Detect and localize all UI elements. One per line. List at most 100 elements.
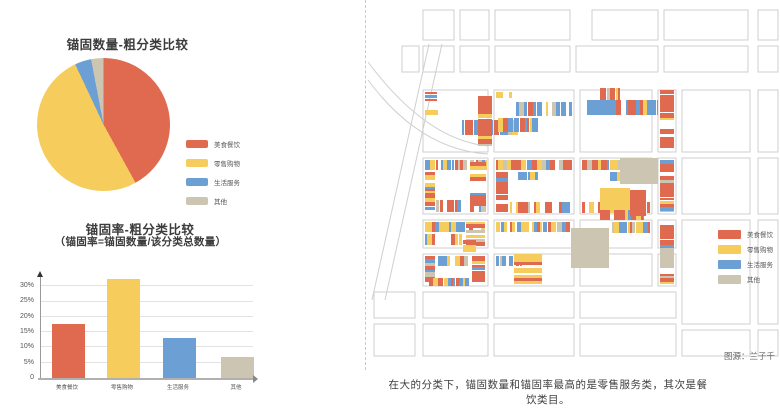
city-block bbox=[401, 45, 420, 73]
shop-strip bbox=[496, 178, 508, 182]
shop-strip bbox=[653, 100, 656, 115]
shop-strip bbox=[519, 102, 524, 116]
shop-strip bbox=[425, 259, 435, 263]
shop-strip bbox=[547, 202, 552, 213]
shop-strip bbox=[496, 182, 508, 185]
shop-strip bbox=[527, 160, 532, 170]
shop-strip bbox=[518, 172, 520, 180]
city-block bbox=[494, 45, 571, 73]
shop-strip bbox=[601, 160, 603, 170]
shop-strip bbox=[521, 160, 526, 170]
legend-swatch bbox=[718, 259, 741, 269]
shop-strip bbox=[660, 109, 674, 112]
legend-item: 其他 bbox=[718, 274, 773, 284]
curved-road bbox=[384, 43, 443, 301]
shop-strip bbox=[628, 100, 632, 115]
x-axis-tick-label: 零售购物 bbox=[110, 385, 133, 391]
shop-strip bbox=[552, 102, 556, 116]
shop-strip bbox=[607, 160, 609, 170]
x-axis-tick-label: 美食餐饮 bbox=[55, 385, 78, 391]
shop-strip bbox=[550, 160, 555, 170]
shop-strip bbox=[447, 256, 450, 266]
shop-strip bbox=[660, 198, 674, 200]
shop-strip bbox=[472, 267, 485, 270]
shop-strip bbox=[478, 134, 492, 136]
shop-strip bbox=[503, 118, 508, 132]
shop-strip bbox=[660, 169, 674, 172]
shop-strip bbox=[425, 202, 435, 206]
city-block bbox=[493, 323, 575, 357]
legend-item: 美食餐饮 bbox=[718, 229, 773, 239]
shop-strip bbox=[445, 222, 449, 232]
shop-strip bbox=[496, 208, 508, 212]
shop-strip bbox=[587, 100, 592, 115]
city-block bbox=[591, 9, 659, 41]
shop-strip bbox=[501, 222, 504, 232]
shop-strip bbox=[614, 222, 619, 233]
shop-strip bbox=[514, 268, 542, 273]
shop-strip bbox=[425, 270, 435, 272]
shop-strip bbox=[660, 160, 674, 164]
shop-strip bbox=[425, 183, 435, 187]
shop-strip bbox=[467, 120, 471, 135]
shop-strip bbox=[498, 118, 503, 132]
shop-strip bbox=[564, 102, 566, 116]
shop-strip bbox=[660, 118, 674, 120]
x-axis-arrow-icon bbox=[253, 375, 258, 383]
shop-strip bbox=[582, 202, 585, 213]
shop-strip bbox=[472, 281, 485, 282]
shop-strip bbox=[478, 139, 492, 144]
city-block bbox=[757, 157, 779, 215]
legend-swatch bbox=[186, 140, 208, 148]
shop-strip bbox=[478, 124, 492, 129]
shop-strip bbox=[425, 99, 437, 101]
shop-strip bbox=[438, 256, 443, 266]
gridline bbox=[41, 300, 253, 302]
city-block bbox=[681, 157, 751, 215]
legend-label: 美食餐饮 bbox=[214, 142, 240, 149]
map-attribution: 图源：兰子千 bbox=[723, 351, 775, 361]
legend-item: 零售购物 bbox=[718, 244, 773, 254]
shop-strip bbox=[625, 210, 628, 220]
shop-strip bbox=[585, 160, 587, 170]
shop-strip bbox=[617, 172, 622, 181]
city-block bbox=[422, 9, 455, 41]
shop-anchor-map bbox=[365, 0, 780, 370]
shop-strip bbox=[556, 102, 560, 116]
shop-strip bbox=[496, 204, 508, 208]
shop-strip bbox=[660, 245, 674, 248]
x-axis-tick-label: 生活服务 bbox=[166, 385, 189, 391]
shop-strip bbox=[436, 160, 438, 170]
shop-strip bbox=[543, 222, 547, 232]
shop-strip bbox=[438, 278, 443, 286]
shop-strip bbox=[636, 222, 639, 233]
shop-strip bbox=[504, 222, 507, 232]
shop-strip bbox=[425, 95, 437, 98]
shop-strip bbox=[559, 222, 562, 232]
shop-strip bbox=[557, 222, 559, 232]
shop-strip bbox=[451, 234, 453, 245]
shop-strip bbox=[462, 120, 464, 135]
shop-strip bbox=[478, 129, 492, 134]
bar-生活服务 bbox=[163, 338, 196, 378]
shop-strip bbox=[496, 222, 500, 232]
city-block bbox=[757, 45, 779, 73]
city-block bbox=[575, 45, 659, 73]
city-block bbox=[579, 323, 677, 357]
shop-strip bbox=[509, 92, 512, 98]
shop-strip bbox=[660, 204, 674, 207]
curved-road bbox=[367, 79, 489, 155]
shop-strip bbox=[660, 180, 674, 183]
shop-strip bbox=[463, 160, 467, 170]
shop-strip bbox=[425, 189, 435, 191]
city-block bbox=[493, 291, 575, 319]
shop-strip bbox=[660, 92, 674, 94]
shop-strip bbox=[466, 235, 485, 238]
shop-strip bbox=[537, 222, 540, 232]
shop-strip bbox=[425, 222, 428, 232]
shop-strip bbox=[522, 172, 527, 180]
shop-strip bbox=[470, 200, 486, 204]
shop-strip bbox=[611, 100, 616, 115]
large-building-gray bbox=[620, 158, 658, 184]
shop-strip bbox=[619, 222, 623, 233]
